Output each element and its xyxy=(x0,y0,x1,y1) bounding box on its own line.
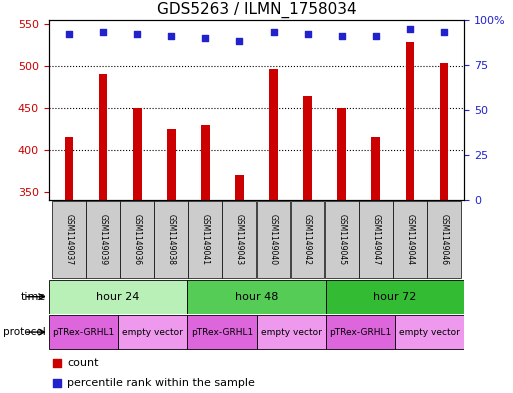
Point xyxy=(406,26,414,32)
Text: hour 24: hour 24 xyxy=(96,292,140,302)
FancyBboxPatch shape xyxy=(359,201,392,278)
Text: protocol: protocol xyxy=(4,327,46,337)
FancyBboxPatch shape xyxy=(188,201,222,278)
FancyBboxPatch shape xyxy=(256,315,326,349)
Text: pTRex-GRHL1: pTRex-GRHL1 xyxy=(329,328,391,336)
Bar xyxy=(99,74,108,200)
Bar xyxy=(167,129,175,200)
Point xyxy=(304,31,312,37)
Point xyxy=(371,33,380,39)
FancyBboxPatch shape xyxy=(187,315,256,349)
Point xyxy=(65,31,73,37)
Text: GSM1149037: GSM1149037 xyxy=(65,214,74,265)
FancyBboxPatch shape xyxy=(393,201,427,278)
Point xyxy=(338,33,346,39)
Bar xyxy=(269,69,278,200)
Text: GSM1149044: GSM1149044 xyxy=(405,214,415,265)
Text: hour 72: hour 72 xyxy=(373,292,417,302)
FancyBboxPatch shape xyxy=(256,201,290,278)
Text: percentile rank within the sample: percentile rank within the sample xyxy=(67,378,255,388)
Bar xyxy=(338,108,346,200)
Text: GSM1149045: GSM1149045 xyxy=(337,214,346,265)
Text: GSM1149042: GSM1149042 xyxy=(303,214,312,265)
Bar xyxy=(65,136,73,200)
Text: empty vector: empty vector xyxy=(399,328,460,336)
Text: hour 48: hour 48 xyxy=(235,292,278,302)
Text: GSM1149040: GSM1149040 xyxy=(269,214,278,265)
Point xyxy=(328,295,336,301)
FancyBboxPatch shape xyxy=(395,315,464,349)
Point xyxy=(99,29,107,35)
Bar xyxy=(133,108,142,200)
Title: GDS5263 / ILMN_1758034: GDS5263 / ILMN_1758034 xyxy=(156,2,357,18)
FancyBboxPatch shape xyxy=(223,201,256,278)
FancyBboxPatch shape xyxy=(120,201,154,278)
Bar xyxy=(405,42,414,200)
Text: empty vector: empty vector xyxy=(122,328,183,336)
Text: count: count xyxy=(67,358,99,368)
Text: GSM1149043: GSM1149043 xyxy=(235,214,244,265)
Bar xyxy=(235,175,244,200)
Text: GSM1149041: GSM1149041 xyxy=(201,214,210,265)
FancyBboxPatch shape xyxy=(427,201,461,278)
FancyBboxPatch shape xyxy=(86,201,120,278)
FancyBboxPatch shape xyxy=(52,201,86,278)
Point xyxy=(167,33,175,39)
Bar xyxy=(303,96,312,200)
Bar xyxy=(440,63,448,200)
Point xyxy=(201,35,209,41)
FancyBboxPatch shape xyxy=(326,280,464,314)
FancyBboxPatch shape xyxy=(49,315,118,349)
Point xyxy=(133,31,142,37)
Point xyxy=(328,115,336,121)
FancyBboxPatch shape xyxy=(49,280,187,314)
Text: GSM1149039: GSM1149039 xyxy=(98,214,108,265)
Text: time: time xyxy=(21,292,46,302)
Point xyxy=(235,38,244,44)
Text: pTRex-GRHL1: pTRex-GRHL1 xyxy=(191,328,253,336)
FancyBboxPatch shape xyxy=(154,201,188,278)
Text: GSM1149038: GSM1149038 xyxy=(167,214,176,265)
Text: GSM1149036: GSM1149036 xyxy=(133,214,142,265)
Point xyxy=(440,29,448,35)
FancyBboxPatch shape xyxy=(290,201,324,278)
Text: empty vector: empty vector xyxy=(261,328,322,336)
FancyBboxPatch shape xyxy=(187,280,326,314)
Bar xyxy=(201,125,210,200)
FancyBboxPatch shape xyxy=(118,315,187,349)
FancyBboxPatch shape xyxy=(325,201,359,278)
Text: pTRex-GRHL1: pTRex-GRHL1 xyxy=(52,328,114,336)
FancyBboxPatch shape xyxy=(326,315,395,349)
Text: GSM1149046: GSM1149046 xyxy=(439,214,448,265)
Point xyxy=(269,29,278,35)
Bar xyxy=(371,136,380,200)
Text: GSM1149047: GSM1149047 xyxy=(371,214,380,265)
